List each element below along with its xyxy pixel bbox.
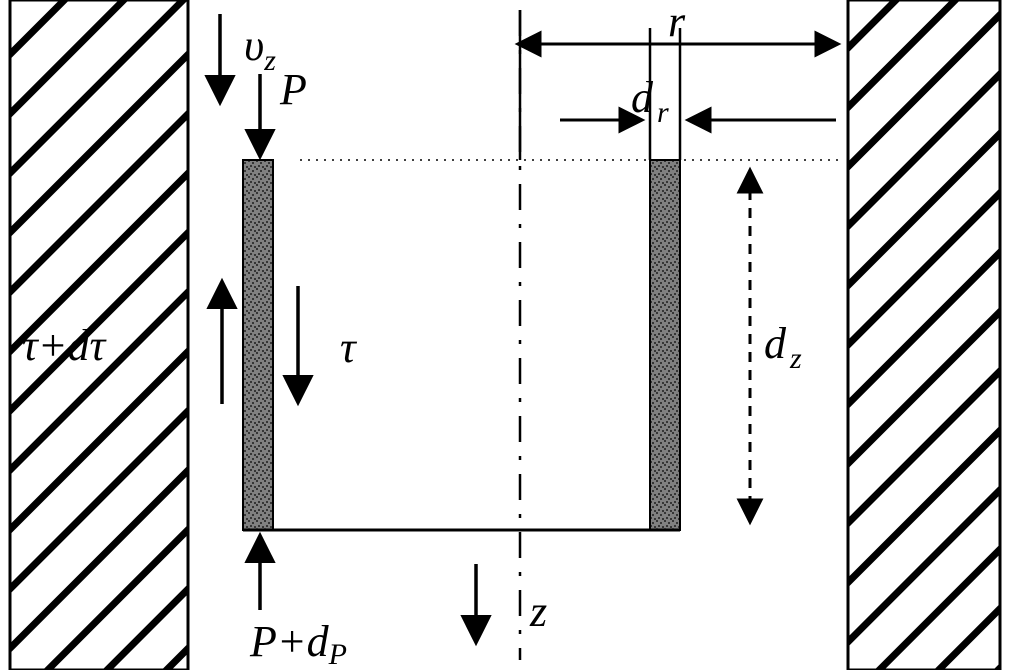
label-tau-plus-dtau: τ+dτ <box>22 321 107 370</box>
label-dr: dr <box>631 73 669 129</box>
label-dz: dz <box>764 319 802 375</box>
label-tau: τ <box>340 323 358 372</box>
label-P-plus-dP: P+dP <box>249 617 347 670</box>
label-vz: υz <box>244 21 276 77</box>
label-z: z <box>529 587 547 636</box>
diagram-root: υz P τ τ+dτ P+dP z r dr dz <box>0 0 1010 670</box>
shell-left <box>243 160 273 530</box>
shell-right <box>650 160 680 530</box>
wall-right <box>848 0 1000 670</box>
label-P: P <box>279 65 307 114</box>
diagram-svg: υz P τ τ+dτ P+dP z r dr dz <box>0 0 1010 670</box>
label-r: r <box>668 0 686 46</box>
